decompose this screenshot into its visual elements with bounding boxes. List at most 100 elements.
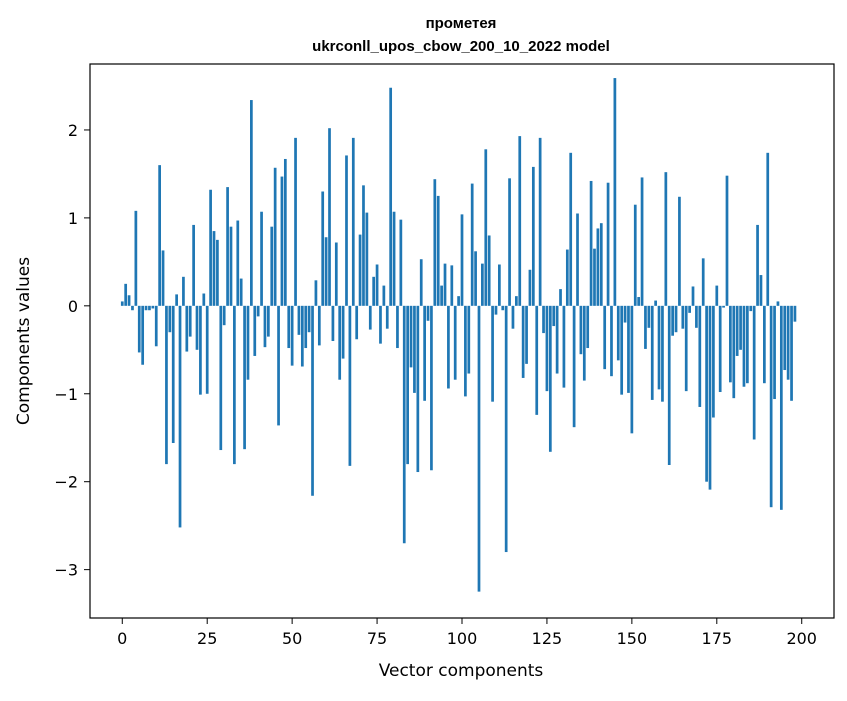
- bar-70: [358, 234, 362, 306]
- bar-197: [790, 305, 793, 401]
- bar-96: [447, 305, 450, 389]
- bar-86: [413, 305, 416, 393]
- bar-128: [555, 305, 559, 374]
- bar-76: [379, 305, 382, 344]
- bar-134: [576, 213, 579, 306]
- bar-85: [409, 305, 413, 368]
- bar-102: [467, 305, 471, 374]
- bar-13: [165, 305, 168, 465]
- bar-27: [212, 231, 216, 306]
- bar-132: [569, 152, 573, 306]
- bar-84: [406, 305, 409, 465]
- bar-18: [182, 276, 185, 306]
- bar-161: [667, 305, 671, 465]
- bar-8: [148, 305, 151, 311]
- bar-62: [331, 305, 335, 341]
- bar-118: [521, 305, 525, 378]
- bar-138: [589, 180, 593, 306]
- bar-23: [199, 305, 202, 395]
- bar-34: [236, 220, 240, 306]
- x-tick-label: 0: [117, 629, 127, 648]
- bar-87: [416, 305, 420, 473]
- bar-36: [243, 305, 246, 450]
- bar-142: [603, 305, 607, 370]
- bar-2: [127, 295, 131, 306]
- bar-103: [470, 183, 474, 306]
- bar-97: [450, 265, 454, 306]
- bar-29: [219, 305, 223, 451]
- bar-57: [314, 280, 318, 306]
- x-tick-label: 100: [447, 629, 478, 648]
- bar-196: [786, 305, 790, 380]
- bar-31: [226, 187, 229, 306]
- bar-109: [491, 305, 494, 402]
- bar-180: [732, 305, 736, 399]
- bar-145: [613, 78, 617, 306]
- bar-148: [623, 305, 627, 323]
- plot-frame: [89, 63, 835, 619]
- bar-93: [436, 195, 440, 306]
- bar-187: [756, 224, 759, 306]
- bar-22: [195, 305, 199, 350]
- bar-38: [250, 100, 253, 306]
- bar-150: [630, 305, 634, 434]
- bar-168: [691, 286, 695, 306]
- bar-46: [277, 305, 280, 426]
- bar-126: [548, 305, 552, 452]
- bar-21: [192, 224, 195, 306]
- bar-16: [175, 294, 178, 306]
- y-tick-label: 0: [68, 297, 78, 316]
- bar-39: [253, 305, 257, 356]
- bar-195: [783, 305, 787, 371]
- bar-11: [158, 165, 161, 306]
- bar-80: [392, 211, 396, 306]
- bar-129: [559, 289, 562, 306]
- bar-14: [168, 305, 172, 333]
- bar-163: [674, 305, 678, 333]
- bar-106: [481, 263, 484, 306]
- bar-33: [233, 305, 236, 465]
- bar-90: [426, 305, 430, 321]
- bar-115: [511, 305, 515, 329]
- bar-9: [151, 305, 155, 309]
- bar-177: [722, 305, 725, 308]
- bar-104: [474, 251, 477, 306]
- bar-146: [616, 305, 620, 361]
- bar-125: [545, 305, 549, 392]
- bar-79: [389, 87, 393, 306]
- bar-7: [144, 305, 148, 311]
- bar-173: [708, 305, 712, 490]
- bar-157: [654, 300, 657, 306]
- bar-6: [141, 305, 145, 365]
- bar-98: [453, 305, 457, 380]
- bar-72: [365, 212, 369, 306]
- bar-56: [311, 305, 314, 496]
- bar-122: [535, 305, 539, 415]
- bar-25: [205, 305, 209, 394]
- bar-167: [688, 305, 691, 313]
- bar-114: [508, 178, 511, 306]
- bar-0: [120, 301, 124, 306]
- x-tick-label: 75: [367, 629, 387, 648]
- bar-119: [525, 305, 528, 364]
- bar-105: [477, 305, 481, 592]
- bar-88: [419, 259, 423, 306]
- bar-116: [515, 296, 518, 306]
- bar-54: [304, 305, 308, 349]
- bar-45: [273, 167, 277, 306]
- bar-162: [671, 305, 674, 336]
- bar-179: [729, 305, 732, 383]
- bar-152: [637, 297, 641, 306]
- bar-30: [222, 305, 226, 326]
- y-tick-label: 1: [68, 209, 78, 228]
- bar-60: [324, 237, 328, 306]
- bar-43: [267, 305, 270, 337]
- bar-123: [538, 137, 542, 306]
- bar-140: [596, 228, 600, 306]
- bar-160: [664, 172, 668, 306]
- bar-41: [260, 211, 263, 306]
- bar-19: [185, 305, 189, 352]
- bar-12: [161, 250, 165, 306]
